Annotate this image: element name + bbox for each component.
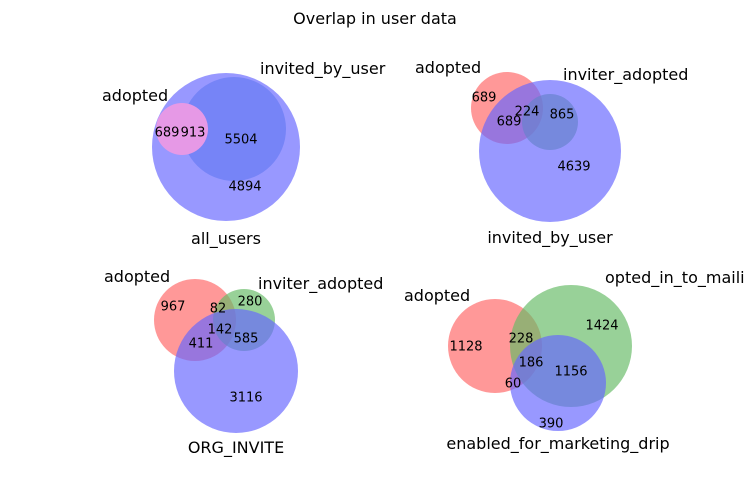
region-label-a: 1128 bbox=[449, 340, 482, 355]
set-label: invited_by_user bbox=[487, 228, 613, 248]
region-label-b: 1424 bbox=[585, 319, 618, 334]
set-label: inviter_adopted bbox=[258, 274, 383, 294]
region-label-abc: 186 bbox=[519, 356, 544, 371]
region-label-ab: 82 bbox=[210, 302, 227, 317]
venn-labels: invited_by_userall_usersadopted550448946… bbox=[102, 58, 745, 458]
figure-title: Overlap in user data bbox=[293, 9, 457, 28]
region-label-ac: 689 bbox=[497, 115, 522, 130]
region-label-b: 4894 bbox=[228, 180, 261, 195]
region-label-ac: 411 bbox=[189, 337, 214, 352]
region-label: 689 bbox=[155, 126, 180, 141]
region-label-ac: 60 bbox=[505, 377, 522, 392]
region-label-b: 280 bbox=[238, 295, 263, 310]
venn-circle-enabled-for-marketing-drip bbox=[510, 335, 606, 431]
set-label: adopted bbox=[104, 267, 170, 286]
set-label: all_users bbox=[191, 229, 261, 249]
region-label-c: 3116 bbox=[229, 391, 262, 406]
set-label: inviter_adopted bbox=[563, 65, 688, 85]
region-label-a: 689 bbox=[472, 91, 497, 106]
region-label-abc: 224 bbox=[515, 105, 540, 120]
region-label-abc: 142 bbox=[208, 323, 233, 338]
set-label: enabled_for_marketing_drip bbox=[446, 434, 669, 454]
region-label-a: 5504 bbox=[224, 133, 257, 148]
set-label: ORG_INVITE bbox=[188, 438, 284, 458]
region-label-ab: 228 bbox=[509, 332, 534, 347]
region-label-c: 390 bbox=[539, 417, 564, 432]
region-label: 913 bbox=[181, 126, 206, 141]
set-label: opted_in_to_maili bbox=[605, 268, 745, 288]
venn-circle-org-invite bbox=[174, 309, 298, 433]
venn-circle-adopted bbox=[156, 103, 208, 155]
region-label-c: 4639 bbox=[557, 160, 590, 175]
set-label: adopted bbox=[415, 58, 481, 77]
region-label-a: 967 bbox=[161, 300, 186, 315]
set-label: adopted bbox=[404, 286, 470, 305]
region-label-bc: 865 bbox=[550, 108, 575, 123]
region-label-bc: 585 bbox=[234, 332, 259, 347]
set-label: adopted bbox=[102, 86, 168, 105]
region-label-bc: 1156 bbox=[554, 365, 587, 380]
set-label: invited_by_user bbox=[260, 59, 386, 79]
venn-circles bbox=[152, 72, 632, 433]
venn-circle-invited-by-user bbox=[479, 80, 621, 222]
